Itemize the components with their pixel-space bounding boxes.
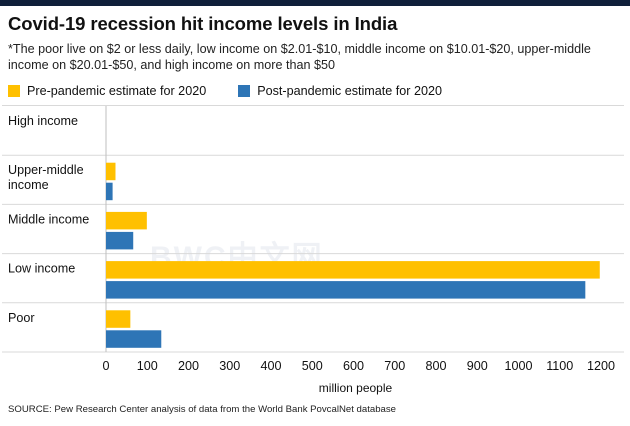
x-tick-label: 1200: [587, 359, 615, 373]
legend-label-post: Post-pandemic estimate for 2020: [257, 84, 443, 98]
x-tick-label: 500: [302, 359, 323, 373]
chart-subtitle: *The poor live on $2 or less daily, low …: [8, 42, 591, 72]
x-tick-label: 700: [384, 359, 405, 373]
legend-label-pre: Pre-pandemic estimate for 2020: [27, 84, 207, 98]
category-label: High income: [8, 114, 78, 128]
legend-swatch-pre: [8, 85, 20, 97]
bar-post-pandemic: [106, 281, 586, 299]
bar-pre-pandemic: [106, 211, 147, 230]
bar-pre-pandemic: [106, 261, 600, 279]
x-tick-label: 100: [137, 359, 158, 373]
x-tick-label: 900: [467, 359, 488, 373]
x-tick-label: 200: [178, 359, 199, 373]
category-label: Poor: [8, 311, 35, 325]
bar-pre-pandemic: [106, 162, 116, 181]
x-axis-label: million people: [319, 381, 393, 395]
x-tick-label: 1100: [546, 359, 573, 373]
legend-item-post: Post-pandemic estimate for 2020: [238, 84, 442, 98]
bar-post-pandemic: [106, 182, 113, 201]
category-label: income: [8, 178, 49, 192]
bar-post-pandemic: [106, 231, 134, 250]
x-tick-label: 300: [219, 359, 240, 373]
source-note: SOURCE: Pew Research Center analysis of …: [8, 404, 397, 415]
category-label: Upper-middle: [8, 163, 84, 177]
top-accent-bar: [0, 0, 630, 6]
legend: Pre-pandemic estimate for 2020 Post-pand…: [8, 84, 474, 98]
category-label: Middle income: [8, 212, 89, 226]
legend-item-pre: Pre-pandemic estimate for 2020: [8, 84, 206, 98]
bar-pre-pandemic: [106, 310, 131, 328]
x-tick-label: 600: [343, 359, 364, 373]
bar-post-pandemic: [106, 330, 162, 348]
category-label: Low income: [8, 262, 75, 276]
legend-swatch-post: [238, 85, 251, 97]
x-tick-label: 800: [425, 359, 446, 373]
x-tick-label: 1000: [504, 359, 532, 373]
chart-title: Covid-19 recession hit income levels in …: [8, 13, 398, 34]
x-tick-label: 0: [102, 359, 109, 373]
x-tick-label: 400: [260, 359, 281, 373]
